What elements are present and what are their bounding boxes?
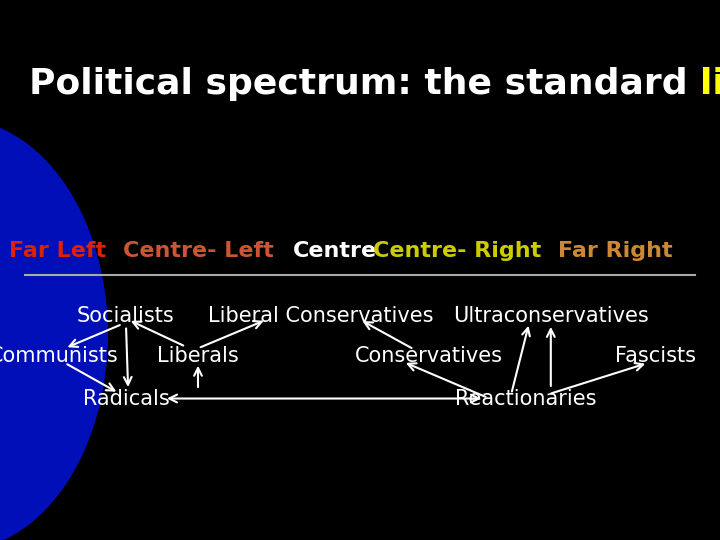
Text: Radicals: Radicals bbox=[83, 388, 169, 409]
Text: Liberal Conservatives: Liberal Conservatives bbox=[207, 306, 433, 326]
Text: Far Right: Far Right bbox=[558, 241, 673, 261]
Text: Centre- Right: Centre- Right bbox=[373, 241, 541, 261]
Text: Socialists: Socialists bbox=[77, 306, 175, 326]
Text: Communists: Communists bbox=[0, 346, 119, 367]
Ellipse shape bbox=[0, 119, 108, 540]
Text: Ultraconservatives: Ultraconservatives bbox=[453, 306, 649, 326]
Text: Liberals: Liberals bbox=[157, 346, 239, 367]
Text: Fascists: Fascists bbox=[615, 346, 696, 367]
Text: Reactionaries: Reactionaries bbox=[455, 388, 596, 409]
Text: Far Left: Far Left bbox=[9, 241, 106, 261]
Text: linear: linear bbox=[700, 67, 720, 100]
Text: Conservatives: Conservatives bbox=[354, 346, 503, 367]
Text: Centre: Centre bbox=[293, 241, 377, 261]
Text: Political spectrum: the standard: Political spectrum: the standard bbox=[29, 67, 700, 100]
Text: Centre- Left: Centre- Left bbox=[122, 241, 274, 261]
